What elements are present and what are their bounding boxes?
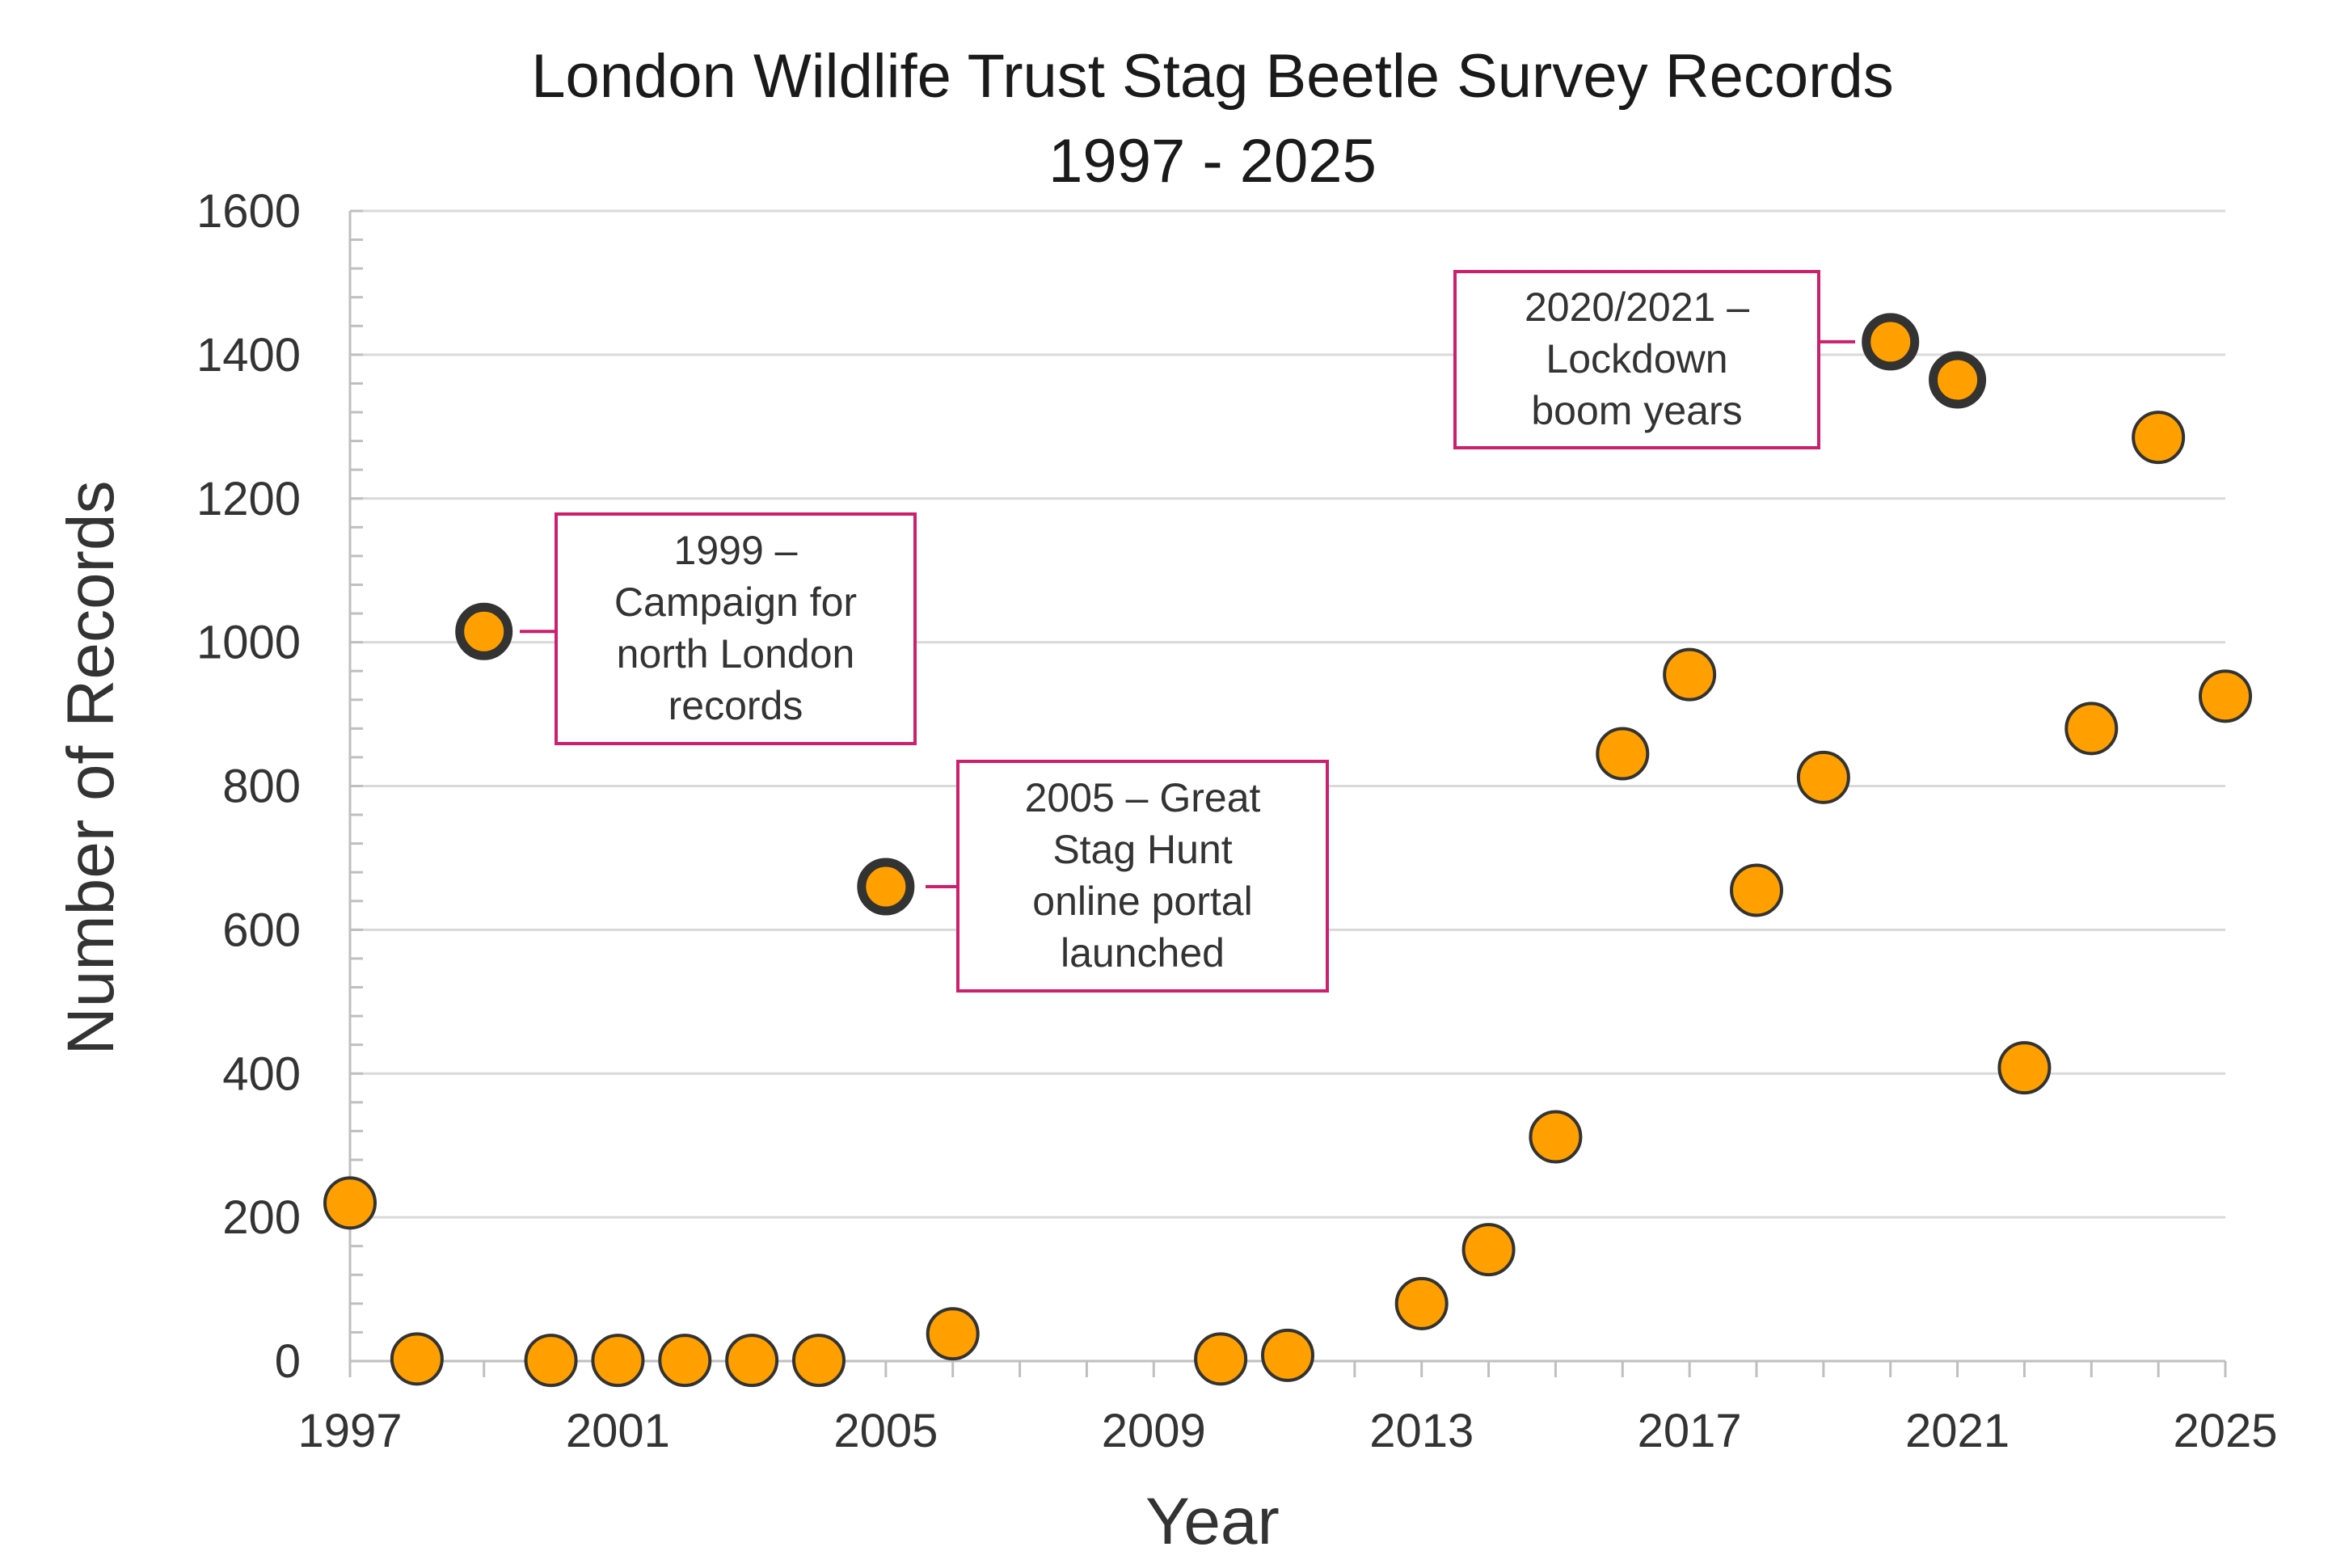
data-point [1730, 863, 1783, 917]
data-point [2132, 411, 2186, 465]
y-tick-label: 1000 [196, 617, 301, 669]
annotation-box [1453, 270, 1820, 449]
y-tick-label: 800 [222, 761, 301, 813]
x-tick-label: 2017 [1638, 1405, 1742, 1457]
annotation-text: Stag Hunt [1052, 827, 1232, 872]
highlighted-data-point [455, 602, 513, 660]
x-tick-label: 2009 [1102, 1405, 1206, 1457]
x-tick-label: 1997 [297, 1405, 402, 1457]
annotation-callout: 1999 – Campaign for north London records [520, 512, 917, 745]
data-points [323, 313, 2252, 1388]
annotation-box [555, 512, 917, 745]
y-tick-label: 400 [222, 1047, 301, 1100]
annotation-text: 1999 – [674, 528, 798, 573]
x-axis-title: Year [1145, 1485, 1280, 1558]
annotation-box [956, 760, 1329, 993]
highlighted-data-point [1862, 313, 1920, 371]
y-axis-title: Number of Records [54, 481, 128, 1056]
data-point [390, 1332, 444, 1386]
chart-subtitle: 1997 - 2025 [1048, 127, 1377, 196]
annotation-callout: 2005 – Great Stag Hunt online portal launch… [926, 760, 1329, 993]
annotation-text: Lockdown [1546, 336, 1727, 381]
data-point [1261, 1328, 1314, 1382]
x-tick-label: 2005 [833, 1405, 938, 1457]
y-tick-labels: 0 200 400 600 800 1000 1200 1400 1600 [196, 185, 301, 1388]
y-tick-label: 1400 [196, 329, 301, 381]
x-tick-label: 2013 [1369, 1405, 1474, 1457]
x-tick-label: 2021 [1905, 1405, 2010, 1457]
data-point [591, 1334, 645, 1388]
data-point [1529, 1110, 1583, 1164]
x-tick-labels: 1997 2001 2005 2009 2013 2017 2021 2025 [297, 1405, 2277, 1457]
data-point [658, 1334, 712, 1388]
data-point [2199, 669, 2252, 723]
y-tick-label: 200 [222, 1191, 301, 1244]
data-point [1194, 1332, 1248, 1386]
x-tick-label: 2001 [566, 1405, 670, 1457]
y-tick-label: 600 [222, 904, 301, 956]
highlighted-data-point [857, 858, 915, 916]
data-point [2064, 702, 2119, 756]
annotation-text: online portal [1032, 879, 1252, 924]
data-point [1796, 750, 1850, 804]
data-point [524, 1334, 578, 1388]
annotations: 1999 – Campaign for north London records 200… [520, 270, 1855, 993]
x-tick-label: 2025 [2173, 1405, 2277, 1457]
annotation-text: records [668, 683, 803, 728]
data-point [725, 1334, 779, 1388]
annotation-text: launched [1061, 930, 1225, 976]
data-point [1596, 727, 1650, 781]
data-point [1394, 1276, 1449, 1330]
annotation-text: 2005 – Great [1025, 775, 1261, 820]
annotation-text: 2020/2021 – [1525, 285, 1749, 330]
annotation-callout: 2020/2021 – Lockdown boom years [1453, 270, 1855, 449]
data-point [1663, 647, 1717, 702]
data-point [1997, 1041, 2052, 1095]
y-tick-label: 1200 [196, 473, 301, 525]
chart-title: London Wildlife Trust Stag Beetle Survey… [531, 42, 1894, 111]
data-point [1461, 1223, 1516, 1277]
annotation-text: boom years [1531, 388, 1742, 433]
annotation-text: Campaign for [614, 580, 857, 625]
highlighted-data-point [1929, 351, 1987, 409]
y-tick-label: 0 [275, 1335, 301, 1388]
data-point [926, 1307, 980, 1361]
data-point [323, 1176, 377, 1230]
data-point [792, 1334, 846, 1388]
y-tick-label: 1600 [196, 185, 301, 238]
annotation-text: north London [617, 631, 855, 677]
